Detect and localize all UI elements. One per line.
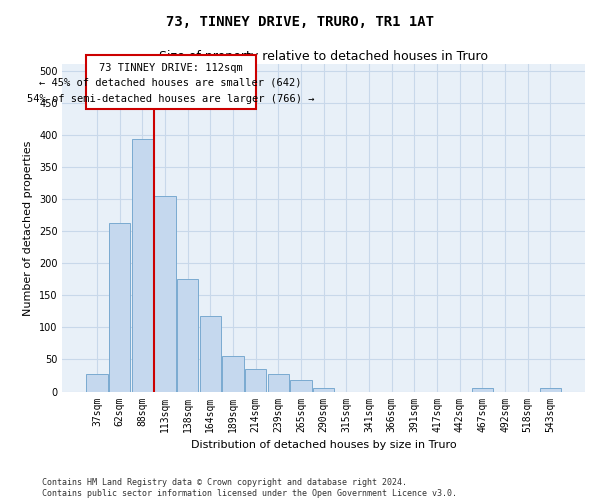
Bar xyxy=(290,380,312,392)
Bar xyxy=(200,316,221,392)
Bar xyxy=(154,196,176,392)
Bar xyxy=(86,374,108,392)
Bar xyxy=(177,279,199,392)
Bar xyxy=(131,140,153,392)
Text: 54% of semi-detached houses are larger (766) →: 54% of semi-detached houses are larger (… xyxy=(27,94,314,104)
X-axis label: Distribution of detached houses by size in Truro: Distribution of detached houses by size … xyxy=(191,440,457,450)
Bar xyxy=(109,224,130,392)
Text: 73 TINNEY DRIVE: 112sqm: 73 TINNEY DRIVE: 112sqm xyxy=(99,63,242,73)
Bar xyxy=(245,369,266,392)
Title: Size of property relative to detached houses in Truro: Size of property relative to detached ho… xyxy=(159,50,488,63)
Bar xyxy=(268,374,289,392)
Bar xyxy=(472,388,493,392)
Text: ← 45% of detached houses are smaller (642): ← 45% of detached houses are smaller (64… xyxy=(40,78,302,88)
Text: 73, TINNEY DRIVE, TRURO, TR1 1AT: 73, TINNEY DRIVE, TRURO, TR1 1AT xyxy=(166,15,434,29)
Bar xyxy=(222,356,244,392)
Bar xyxy=(313,388,334,392)
FancyBboxPatch shape xyxy=(86,54,256,109)
Text: Contains HM Land Registry data © Crown copyright and database right 2024.
Contai: Contains HM Land Registry data © Crown c… xyxy=(42,478,457,498)
Y-axis label: Number of detached properties: Number of detached properties xyxy=(23,140,34,316)
Bar xyxy=(540,388,561,392)
